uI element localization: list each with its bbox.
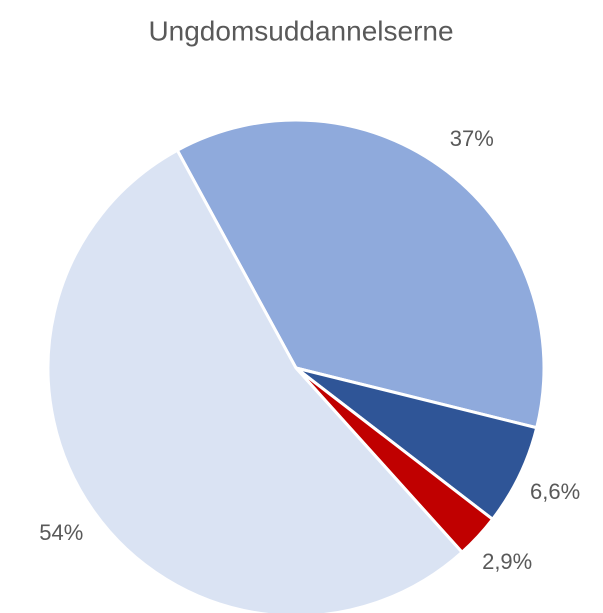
data-label: 2,9% (482, 549, 532, 574)
data-label: 54% (39, 520, 83, 545)
pie-slice (175, 118, 546, 430)
chart-title: Ungdomsuddannelserne (148, 15, 453, 46)
data-label: 6,6% (530, 479, 580, 504)
pie-slice (46, 148, 464, 613)
data-label: 37% (450, 126, 494, 151)
